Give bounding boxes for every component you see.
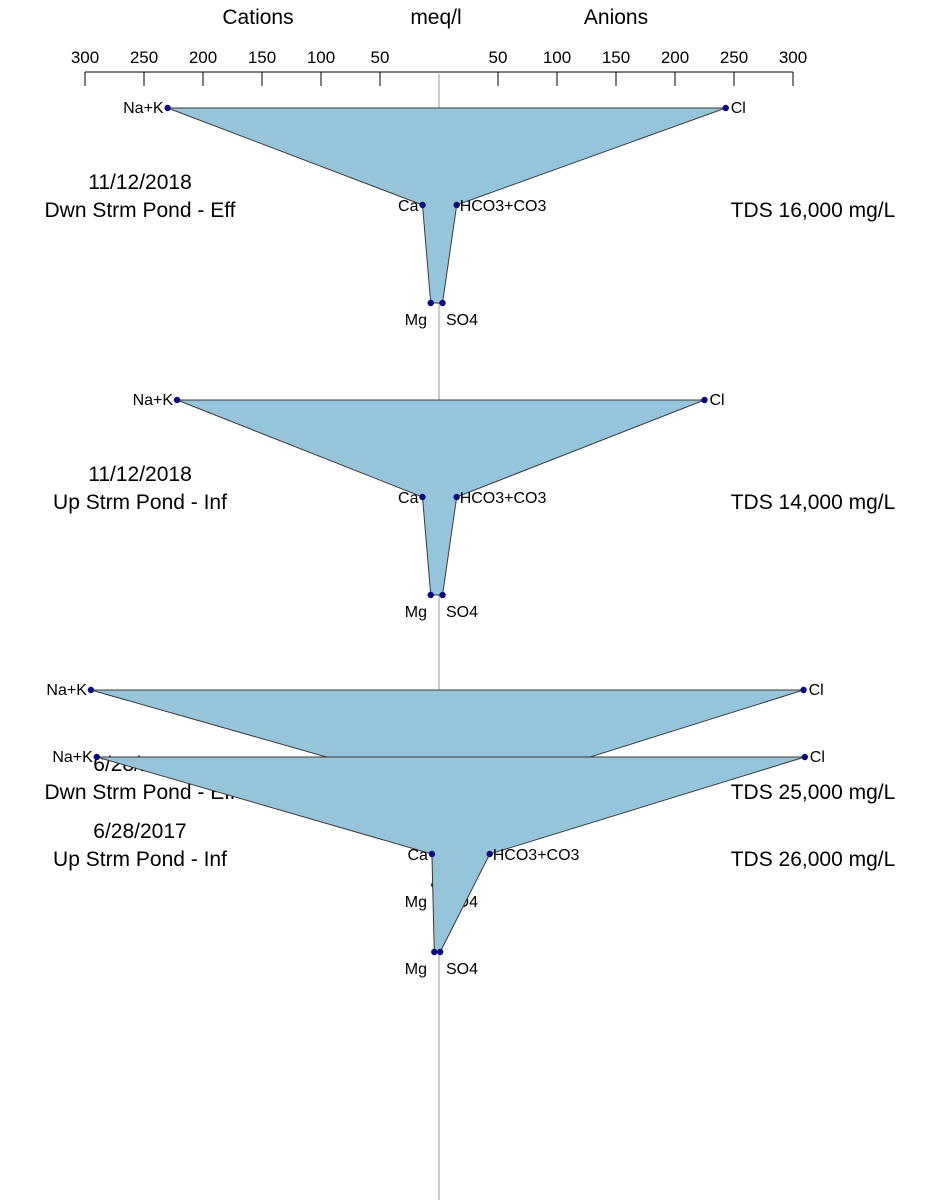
hco3-co3-point — [453, 493, 460, 501]
hco3-co3-point — [453, 201, 460, 209]
stiff-polygon — [176, 399, 705, 596]
sample-name: Up Strm Pond - Inf — [53, 491, 227, 514]
ca-point — [419, 201, 426, 209]
cl-label: Cl — [810, 749, 825, 766]
hco3-co3-label: HCO3+CO3 — [460, 490, 547, 507]
cation-tick-label: 50 — [371, 48, 390, 67]
cation-tick-label: 200 — [189, 48, 217, 67]
cl-point — [701, 396, 708, 404]
mg-label: Mg — [405, 894, 427, 911]
ca-point — [419, 493, 426, 501]
so4-point — [436, 948, 444, 956]
sample-date: 6/28/2017 — [93, 820, 186, 843]
sample-name: Up Strm Pond - Inf — [53, 848, 227, 871]
cl-label: Cl — [809, 682, 824, 699]
chart-header: Cations meq/l Anions — [222, 6, 648, 29]
tds-label: TDS 14,000 mg/L — [731, 491, 896, 514]
cl-label: Cl — [710, 392, 725, 409]
sample-diagram: Na+K Cl Ca HCO3+CO3 Mg SO4 11/12/2018 Dwn Strm … — [44, 100, 895, 329]
tds-label: TDS 16,000 mg/L — [731, 199, 896, 222]
na-k-point — [173, 396, 181, 404]
sample-diagram: Na+K Cl Ca HCO3+CO3 Mg SO4 11/12/2018 Up Strm P… — [53, 392, 895, 621]
na-k-label: Na+K — [52, 749, 93, 766]
cation-tick-label: 250 — [130, 48, 158, 67]
anion-tick-label: 50 — [489, 48, 508, 67]
na-k-point — [93, 753, 101, 761]
na-k-point — [87, 686, 95, 694]
mg-point — [427, 299, 434, 307]
anion-tick-label: 200 — [661, 48, 689, 67]
so4-label: SO4 — [446, 604, 478, 621]
so4-point — [439, 591, 446, 599]
mg-label: Mg — [405, 961, 427, 978]
cl-point — [801, 753, 808, 761]
mg-point — [431, 948, 438, 956]
mg-label: Mg — [405, 604, 427, 621]
sample-date: 11/12/2018 — [88, 171, 192, 194]
cation-tick-label: 150 — [248, 48, 276, 67]
sample-name: Dwn Strm Pond - Eff — [44, 199, 235, 222]
sample-name: Dwn Strm Pond - Eff — [44, 781, 235, 804]
sample-diagrams: Na+K Cl Ca HCO3+CO3 Mg SO4 11/12/2018 Dwn Strm … — [44, 100, 895, 978]
meq-header: meq/l — [410, 6, 461, 29]
ca-label: Ca — [398, 490, 419, 507]
anion-tick-label: 150 — [602, 48, 630, 67]
hco3-co3-label: HCO3+CO3 — [493, 847, 580, 864]
hco3-co3-point — [486, 850, 493, 858]
na-k-label: Na+K — [133, 392, 174, 409]
cl-point — [722, 104, 729, 112]
cl-point — [800, 686, 807, 694]
ca-label: Ca — [407, 847, 428, 864]
tds-label: TDS 26,000 mg/L — [731, 848, 896, 871]
so4-point — [439, 299, 446, 307]
mg-label: Mg — [405, 312, 427, 329]
cations-header: Cations — [222, 6, 293, 29]
anion-tick-label: 300 — [779, 48, 807, 67]
ca-label: Ca — [398, 198, 419, 215]
mg-point — [427, 591, 434, 599]
tds-label: TDS 25,000 mg/L — [731, 781, 896, 804]
anion-tick-label: 100 — [543, 48, 571, 67]
stiff-polygon — [167, 107, 726, 304]
na-k-label: Na+K — [46, 682, 87, 699]
meq-axis: 300 250 200 150 100 50 50 100 150 200 250 300 — [71, 48, 807, 86]
na-k-point — [164, 104, 171, 112]
sample-date: 11/12/2018 — [88, 463, 192, 486]
hco3-co3-label: HCO3+CO3 — [460, 198, 547, 215]
na-k-label: Na+K — [123, 100, 164, 117]
anion-tick-label: 250 — [720, 48, 748, 67]
so4-label: SO4 — [446, 312, 478, 329]
cl-label: Cl — [731, 100, 746, 117]
ca-point — [428, 850, 436, 858]
sample-diagram: Na+K Cl Ca HCO3+CO3 Mg SO4 6/28/2017 Up Strm Po… — [52, 749, 895, 978]
cation-tick-label: 300 — [71, 48, 99, 67]
anions-header: Anions — [584, 6, 648, 29]
cation-tick-label: 100 — [307, 48, 335, 67]
so4-label: SO4 — [446, 961, 478, 978]
